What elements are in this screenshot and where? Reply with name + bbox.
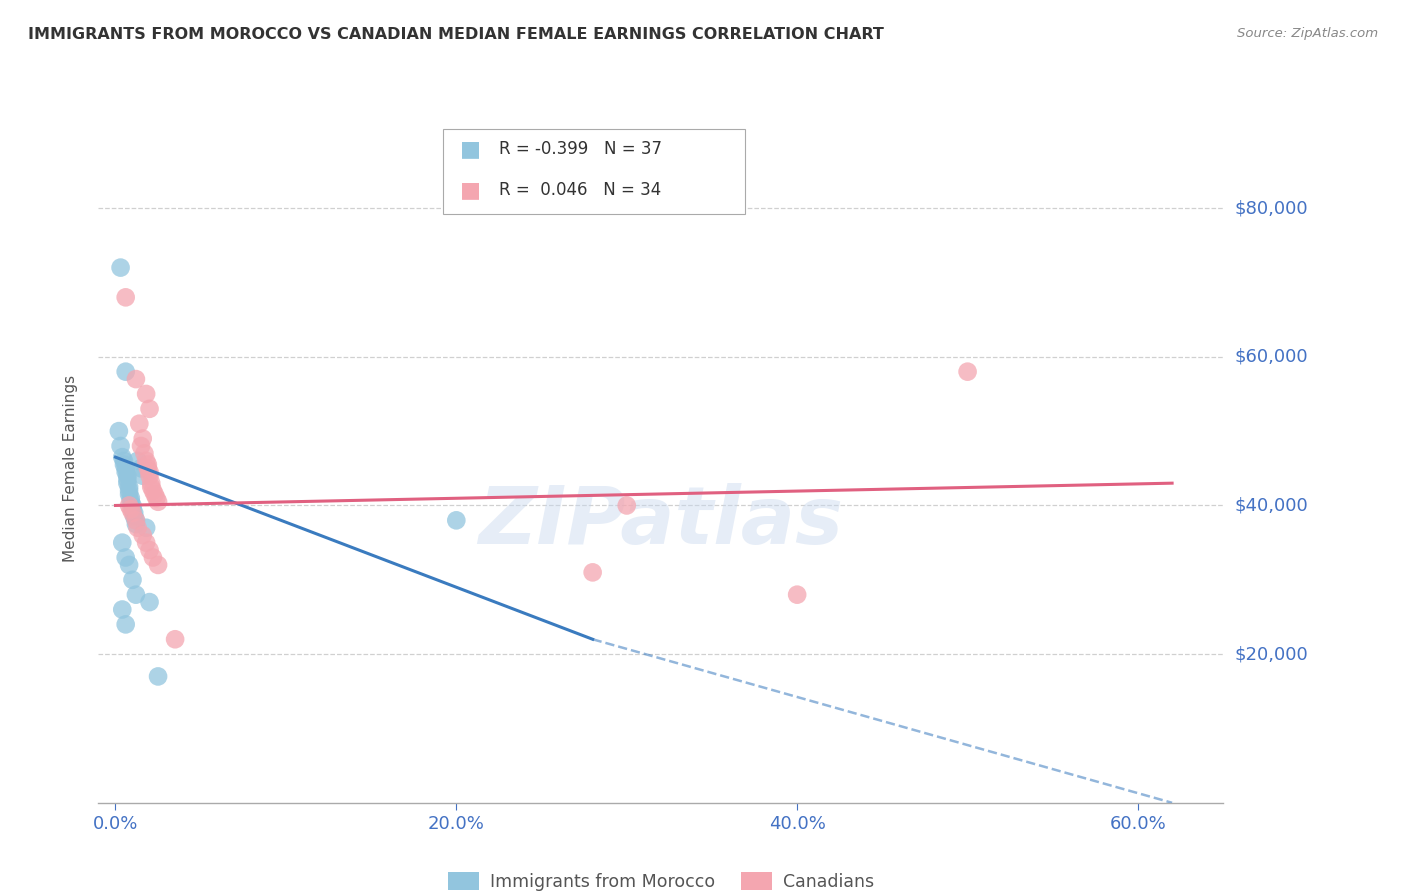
Point — [142, 483, 165, 498]
Text: IMMIGRANTS FROM MOROCCO VS CANADIAN MEDIAN FEMALE EARNINGS CORRELATION CHART: IMMIGRANTS FROM MOROCCO VS CANADIAN MEDI… — [28, 27, 884, 42]
Point — [125, 372, 148, 386]
Point — [582, 566, 605, 580]
Point — [120, 502, 142, 516]
Point — [134, 446, 156, 460]
Point — [135, 387, 157, 401]
Point — [118, 558, 141, 572]
Point — [138, 465, 160, 479]
Point — [112, 454, 135, 468]
Y-axis label: Median Female Earnings: Median Female Earnings — [63, 375, 77, 562]
Text: R =  0.046   N = 34: R = 0.046 N = 34 — [499, 181, 661, 199]
Point — [146, 558, 169, 572]
Point — [141, 476, 163, 491]
Point — [132, 468, 155, 483]
Text: ZIPatlas: ZIPatlas — [478, 483, 844, 561]
Point — [118, 487, 141, 501]
Point — [146, 669, 169, 683]
Point — [138, 468, 160, 483]
Point — [111, 535, 134, 549]
Text: $40,000: $40,000 — [1234, 497, 1308, 515]
Point — [118, 480, 141, 494]
Point — [141, 480, 163, 494]
Point — [114, 465, 136, 479]
Point — [786, 588, 808, 602]
Point — [125, 513, 148, 527]
Point — [142, 550, 165, 565]
Point — [110, 439, 132, 453]
Point — [118, 499, 141, 513]
Point — [117, 473, 139, 487]
Point — [129, 439, 152, 453]
Point — [132, 528, 155, 542]
Text: $80,000: $80,000 — [1234, 199, 1308, 217]
Point — [128, 417, 150, 431]
Point — [114, 365, 136, 379]
Point — [121, 499, 143, 513]
Point — [114, 550, 136, 565]
Text: $20,000: $20,000 — [1234, 645, 1308, 663]
Point — [132, 432, 155, 446]
Point — [120, 491, 142, 505]
Point — [111, 450, 134, 465]
Point — [127, 521, 149, 535]
Point — [127, 454, 149, 468]
Point — [138, 595, 160, 609]
Text: ■: ■ — [460, 139, 481, 159]
Point — [129, 461, 152, 475]
Text: R = -0.399   N = 37: R = -0.399 N = 37 — [499, 140, 662, 158]
Point — [125, 517, 148, 532]
Point — [136, 461, 159, 475]
Point — [122, 509, 145, 524]
Point — [135, 535, 157, 549]
Point — [136, 458, 159, 472]
Point — [135, 521, 157, 535]
Point — [112, 458, 135, 472]
Legend: Immigrants from Morocco, Canadians: Immigrants from Morocco, Canadians — [441, 865, 880, 892]
Point — [138, 401, 160, 416]
Point — [110, 260, 132, 275]
Point — [121, 506, 143, 520]
Point — [114, 461, 136, 475]
Point — [135, 454, 157, 468]
Point — [121, 573, 143, 587]
Text: Source: ZipAtlas.com: Source: ZipAtlas.com — [1237, 27, 1378, 40]
Point — [122, 506, 145, 520]
Point — [114, 290, 136, 304]
Point — [118, 483, 141, 498]
Point — [117, 468, 139, 483]
Point — [111, 602, 134, 616]
Point — [616, 499, 638, 513]
Point — [125, 588, 148, 602]
Point — [117, 476, 139, 491]
Point — [138, 543, 160, 558]
Point — [108, 424, 131, 438]
Point — [446, 513, 468, 527]
Point — [114, 617, 136, 632]
Point — [165, 632, 187, 647]
Point — [956, 365, 979, 379]
Point — [143, 487, 166, 501]
Point — [146, 494, 169, 508]
Point — [145, 491, 167, 505]
Text: $60,000: $60,000 — [1234, 348, 1308, 366]
Point — [125, 513, 148, 527]
Point — [120, 494, 142, 508]
Text: ■: ■ — [460, 180, 481, 200]
Point — [121, 502, 143, 516]
